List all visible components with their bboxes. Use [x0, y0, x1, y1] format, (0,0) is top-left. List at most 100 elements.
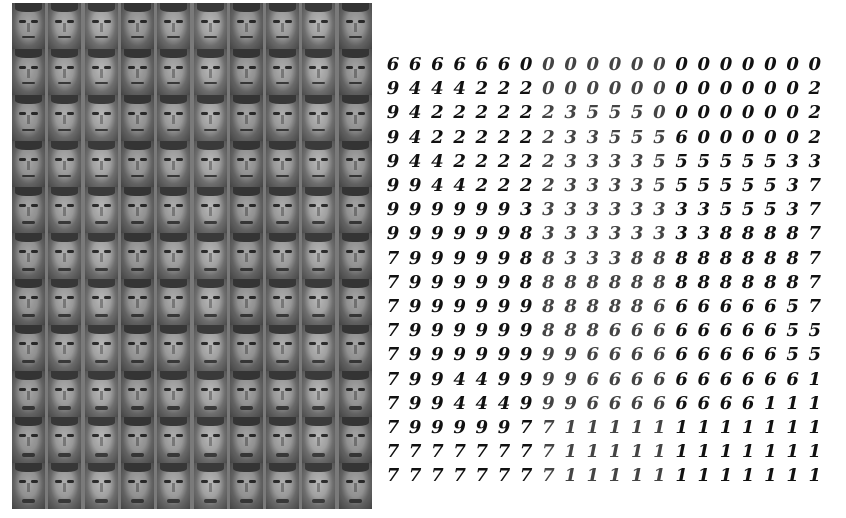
face-tile [157, 279, 191, 325]
face-nose [353, 207, 357, 216]
face-eye [200, 250, 208, 253]
face-nose [281, 69, 285, 78]
face-mouth [239, 221, 253, 224]
digit-cell: 7 [519, 465, 533, 487]
digit-cell: 0 [608, 54, 622, 75]
face-nose [208, 207, 212, 216]
face-tile [193, 95, 227, 141]
face-mouth [130, 499, 144, 503]
face-mouth [348, 453, 362, 457]
digit-cell: 7 [431, 441, 444, 463]
digit-cell: 9 [431, 296, 444, 317]
digit-cell: 1 [608, 417, 622, 438]
face-eye [321, 66, 329, 69]
face-eye [19, 434, 26, 437]
digit-cell: 8 [653, 271, 666, 293]
face-hair [341, 325, 369, 334]
face-hair [160, 417, 188, 426]
digit-cell: 5 [764, 199, 777, 221]
face-eye [321, 296, 329, 299]
face-mouth [276, 499, 290, 503]
face-eye [357, 66, 365, 69]
digit-cell: 1 [764, 465, 777, 487]
digit-cell: 1 [697, 441, 711, 463]
digit-cell: 6 [764, 296, 777, 317]
face-mouth [167, 406, 181, 410]
face-eye [164, 204, 172, 207]
face-hair [341, 3, 369, 12]
face-tile [193, 463, 227, 509]
face-tile [302, 233, 336, 279]
face-eye [31, 296, 38, 299]
digit-cell: 9 [431, 344, 444, 366]
face-nose [208, 391, 212, 400]
face-eye [139, 434, 147, 437]
digit-cell: 0 [653, 102, 666, 124]
digit-cell: 1 [719, 465, 733, 487]
face-eye [103, 66, 111, 69]
face-mouth [94, 268, 108, 271]
digit-cell: 0 [719, 78, 733, 100]
face-hair [341, 463, 369, 472]
digit-cell: 9 [408, 175, 422, 196]
face-nose [208, 345, 212, 354]
face-mouth [167, 314, 181, 317]
face-eye [236, 434, 244, 437]
digit-cell: 8 [630, 296, 644, 317]
face-hair [15, 371, 42, 380]
face-nose [99, 253, 103, 262]
face-tile [302, 95, 336, 141]
digit-cell: 6 [653, 368, 666, 390]
face-tile [229, 325, 263, 371]
face-hair [269, 417, 297, 426]
face-tile [84, 463, 118, 509]
face-eye [309, 20, 317, 23]
face-hair [232, 141, 260, 150]
face-eye [212, 388, 220, 391]
face-eye [176, 112, 184, 115]
face-hair [269, 463, 297, 472]
digit-cell: 0 [719, 54, 733, 75]
face-eye [91, 296, 99, 299]
face-mouth [276, 314, 290, 317]
digit-cell: 9 [542, 368, 555, 390]
face-mouth [167, 499, 181, 503]
face-eye [200, 158, 208, 161]
face-eye [91, 20, 99, 23]
digit-cell: 8 [564, 271, 577, 293]
face-eye [273, 480, 281, 483]
digit-cell: 8 [675, 271, 688, 293]
face-tile [266, 141, 300, 187]
digit-cell: 3 [564, 126, 577, 148]
face-tile [48, 3, 82, 49]
digit-cell: 6 [630, 392, 644, 414]
digit-cell: 9 [431, 223, 444, 245]
face-tile [302, 49, 336, 95]
face-eye [212, 204, 220, 207]
face-mouth [22, 36, 35, 38]
face-eye [248, 158, 256, 161]
face-mouth [22, 268, 35, 271]
face-hair [123, 187, 151, 196]
face-eye [248, 250, 256, 253]
face-nose [208, 253, 212, 262]
digit-cell: 1 [786, 441, 799, 463]
digit-cell: 9 [497, 199, 511, 221]
digit-cell: 9 [475, 247, 489, 269]
digit-cell: 3 [786, 175, 799, 196]
digit-cell: 1 [808, 368, 822, 390]
face-eye [55, 158, 63, 161]
digit-cell: 3 [564, 175, 577, 196]
digit-cell: 2 [519, 175, 533, 196]
face-tile [193, 371, 227, 417]
face-tile [84, 95, 118, 141]
face-tile [157, 49, 191, 95]
digit-cell: 3 [630, 175, 644, 196]
digit-cell: 6 [697, 296, 711, 317]
digit-cell: 8 [519, 247, 533, 269]
digit-cell: 6 [741, 296, 755, 317]
face-hair [123, 49, 151, 58]
face-hair [196, 463, 224, 472]
face-mouth [312, 406, 326, 410]
face-hair [15, 279, 42, 288]
